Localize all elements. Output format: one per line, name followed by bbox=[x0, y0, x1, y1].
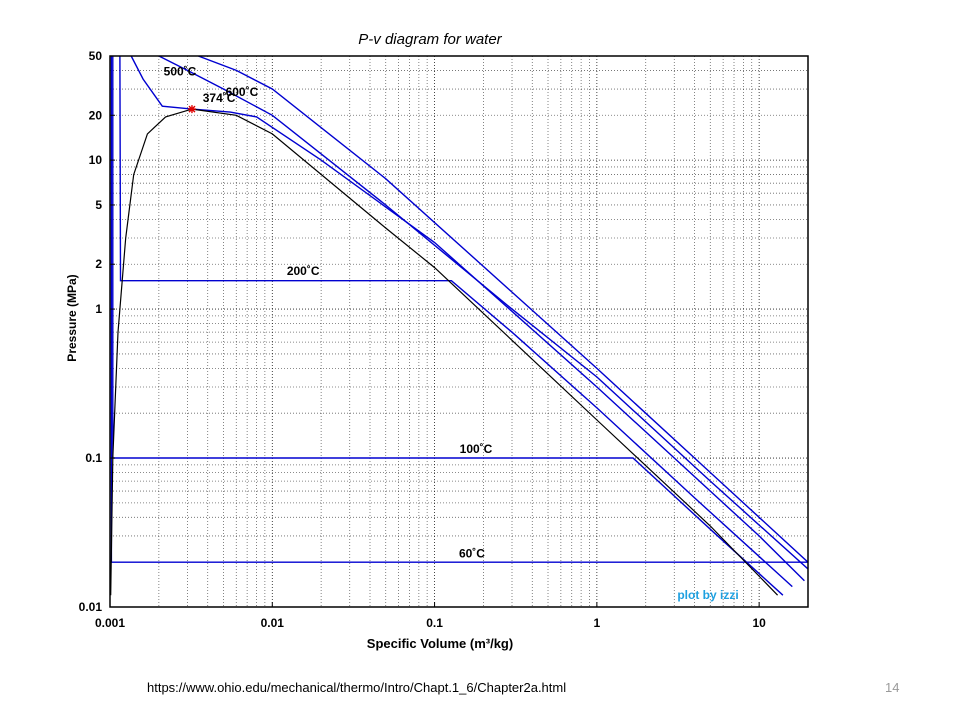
x-tick-label: 0.1 bbox=[426, 616, 443, 630]
y-tick-label: 0.01 bbox=[79, 600, 103, 614]
y-tick-label: 20 bbox=[89, 108, 103, 122]
y-axis-label: Pressure (MPa) bbox=[65, 274, 79, 361]
critical-point-marker bbox=[187, 105, 196, 114]
x-tick-label: 0.001 bbox=[95, 616, 125, 630]
isotherm-line bbox=[119, 56, 793, 588]
isotherm-label: 100˚C bbox=[460, 442, 493, 456]
y-tick-label: 0.1 bbox=[85, 451, 102, 465]
y-tick-label: 10 bbox=[89, 153, 103, 167]
chart-title: P-v diagram for water bbox=[358, 31, 502, 48]
tick-layer: 0.001 0.01 0.1 1 10 0.01 0.1 1 2 5 10 20 50 bbox=[79, 49, 767, 630]
credit-label: plot by izzi bbox=[677, 588, 738, 602]
isotherm-label: 60˚C bbox=[459, 546, 485, 560]
x-tick-label: 10 bbox=[752, 616, 766, 630]
source-url[interactable]: https://www.ohio.edu/mechanical/thermo/I… bbox=[147, 680, 567, 695]
isotherm-label: 200˚C bbox=[287, 264, 320, 278]
x-axis-label: Specific Volume (m³/kg) bbox=[367, 636, 513, 651]
chart-svg: 0.001 0.01 0.1 1 10 0.01 0.1 1 2 5 10 20 50 60˚C 100˚… bbox=[65, 31, 809, 651]
plot-background bbox=[110, 56, 808, 607]
isotherm-label: 374˚C bbox=[203, 91, 236, 105]
x-tick-label: 1 bbox=[594, 616, 601, 630]
isotherm-label: 500˚C bbox=[164, 64, 197, 78]
slide-number: 14 bbox=[885, 680, 900, 695]
isotherm-line bbox=[198, 56, 808, 563]
isotherm-label: 600˚C bbox=[226, 85, 259, 99]
isotherm-line bbox=[130, 56, 805, 582]
isotherm-line bbox=[158, 56, 808, 570]
y-tick-label: 50 bbox=[89, 49, 103, 63]
pv-chart: 0.001 0.01 0.1 1 10 0.01 0.1 1 2 5 10 20 50 60˚C 100˚… bbox=[65, 31, 809, 651]
curve-layer bbox=[110, 56, 808, 596]
plot-frame bbox=[109, 55, 809, 608]
y-tick-label: 1 bbox=[95, 302, 102, 316]
label-layer: 60˚C 100˚C 200˚C 374˚C 500˚C 600˚C bbox=[164, 64, 493, 560]
x-tick-label: 0.01 bbox=[261, 616, 285, 630]
y-tick-label: 5 bbox=[95, 198, 102, 212]
y-tick-label: 2 bbox=[95, 257, 102, 271]
